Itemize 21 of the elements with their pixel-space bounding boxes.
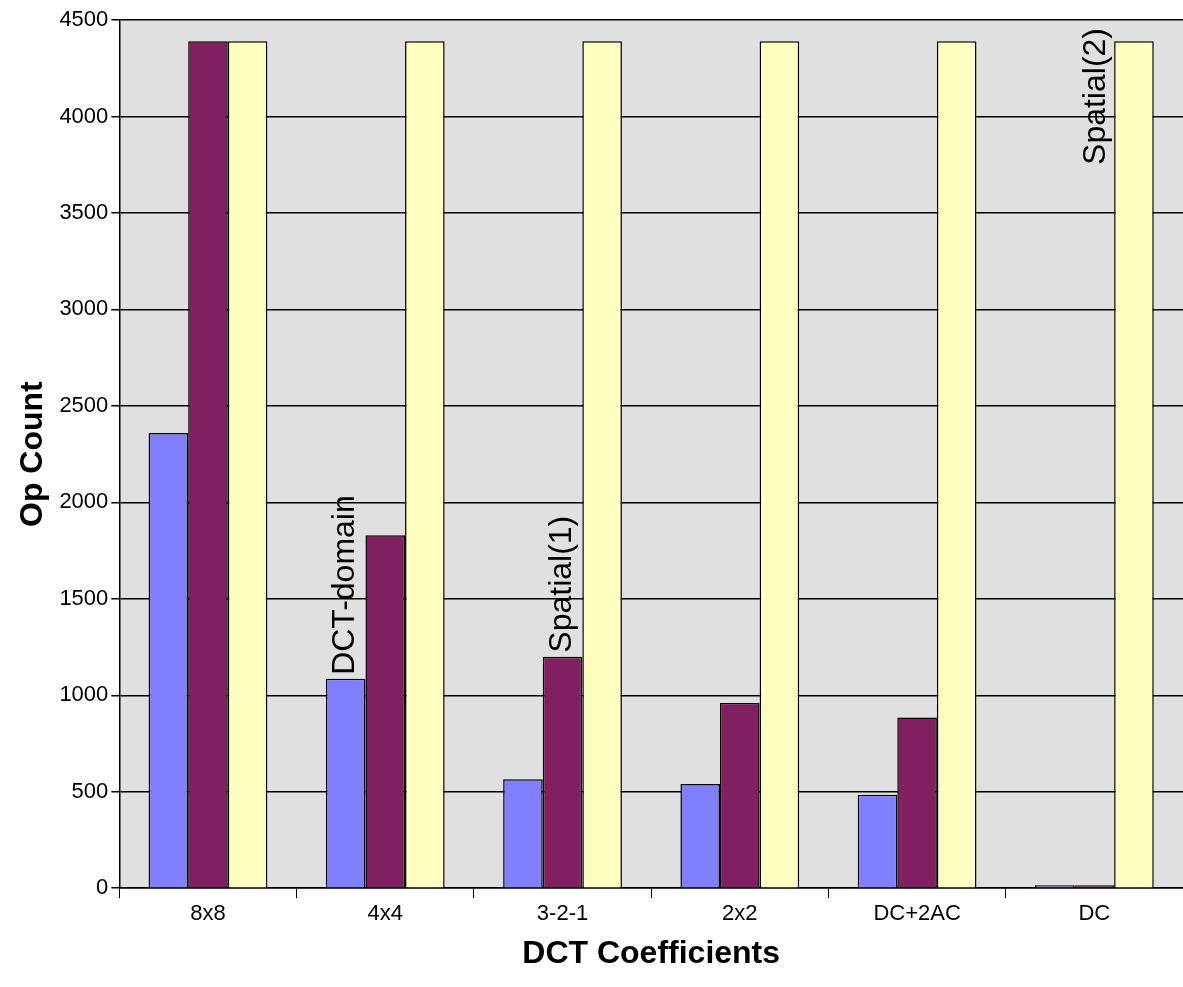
y-tick-label: 2000 (59, 488, 109, 514)
y-tick-label: 4500 (59, 6, 109, 32)
y-tick-label: 0 (96, 874, 109, 900)
y-tick-label: 2500 (59, 391, 109, 417)
text: DCT-domain (325, 495, 362, 675)
x-tick-label: DC+2AC (873, 900, 961, 926)
y-tick-label: 3000 (59, 295, 109, 321)
x-tick-label: 4x4 (367, 900, 403, 926)
y-tick-label: 500 (71, 777, 109, 803)
x-axis-title: DCT Coefficients (522, 933, 781, 970)
x-tick-label: 8x8 (190, 900, 226, 926)
text: Spatial(1) (542, 515, 579, 653)
x-tick-label: DC (1078, 900, 1111, 926)
y-tick-label: 1000 (59, 681, 109, 707)
x-tick-label: 2x2 (722, 900, 758, 926)
y-tick-label: 3500 (59, 199, 109, 224)
y-tick-label: 1500 (59, 584, 109, 610)
x-tick-label: 3-2-1 (536, 900, 589, 926)
y-axis-title: Op Count (13, 380, 50, 527)
text: Spatial(2) (1075, 28, 1112, 165)
y-tick-label: 4000 (59, 102, 109, 128)
